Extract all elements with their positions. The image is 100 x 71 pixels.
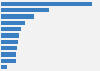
Bar: [1, 40, 18, 44]
Bar: [1, 46, 17, 50]
Bar: [1, 52, 16, 57]
Bar: [1, 8, 49, 12]
Bar: [1, 2, 92, 6]
Bar: [1, 27, 21, 31]
Bar: [1, 14, 34, 19]
Bar: [1, 65, 7, 69]
Bar: [1, 33, 19, 38]
Bar: [1, 59, 15, 63]
Bar: [1, 21, 26, 25]
